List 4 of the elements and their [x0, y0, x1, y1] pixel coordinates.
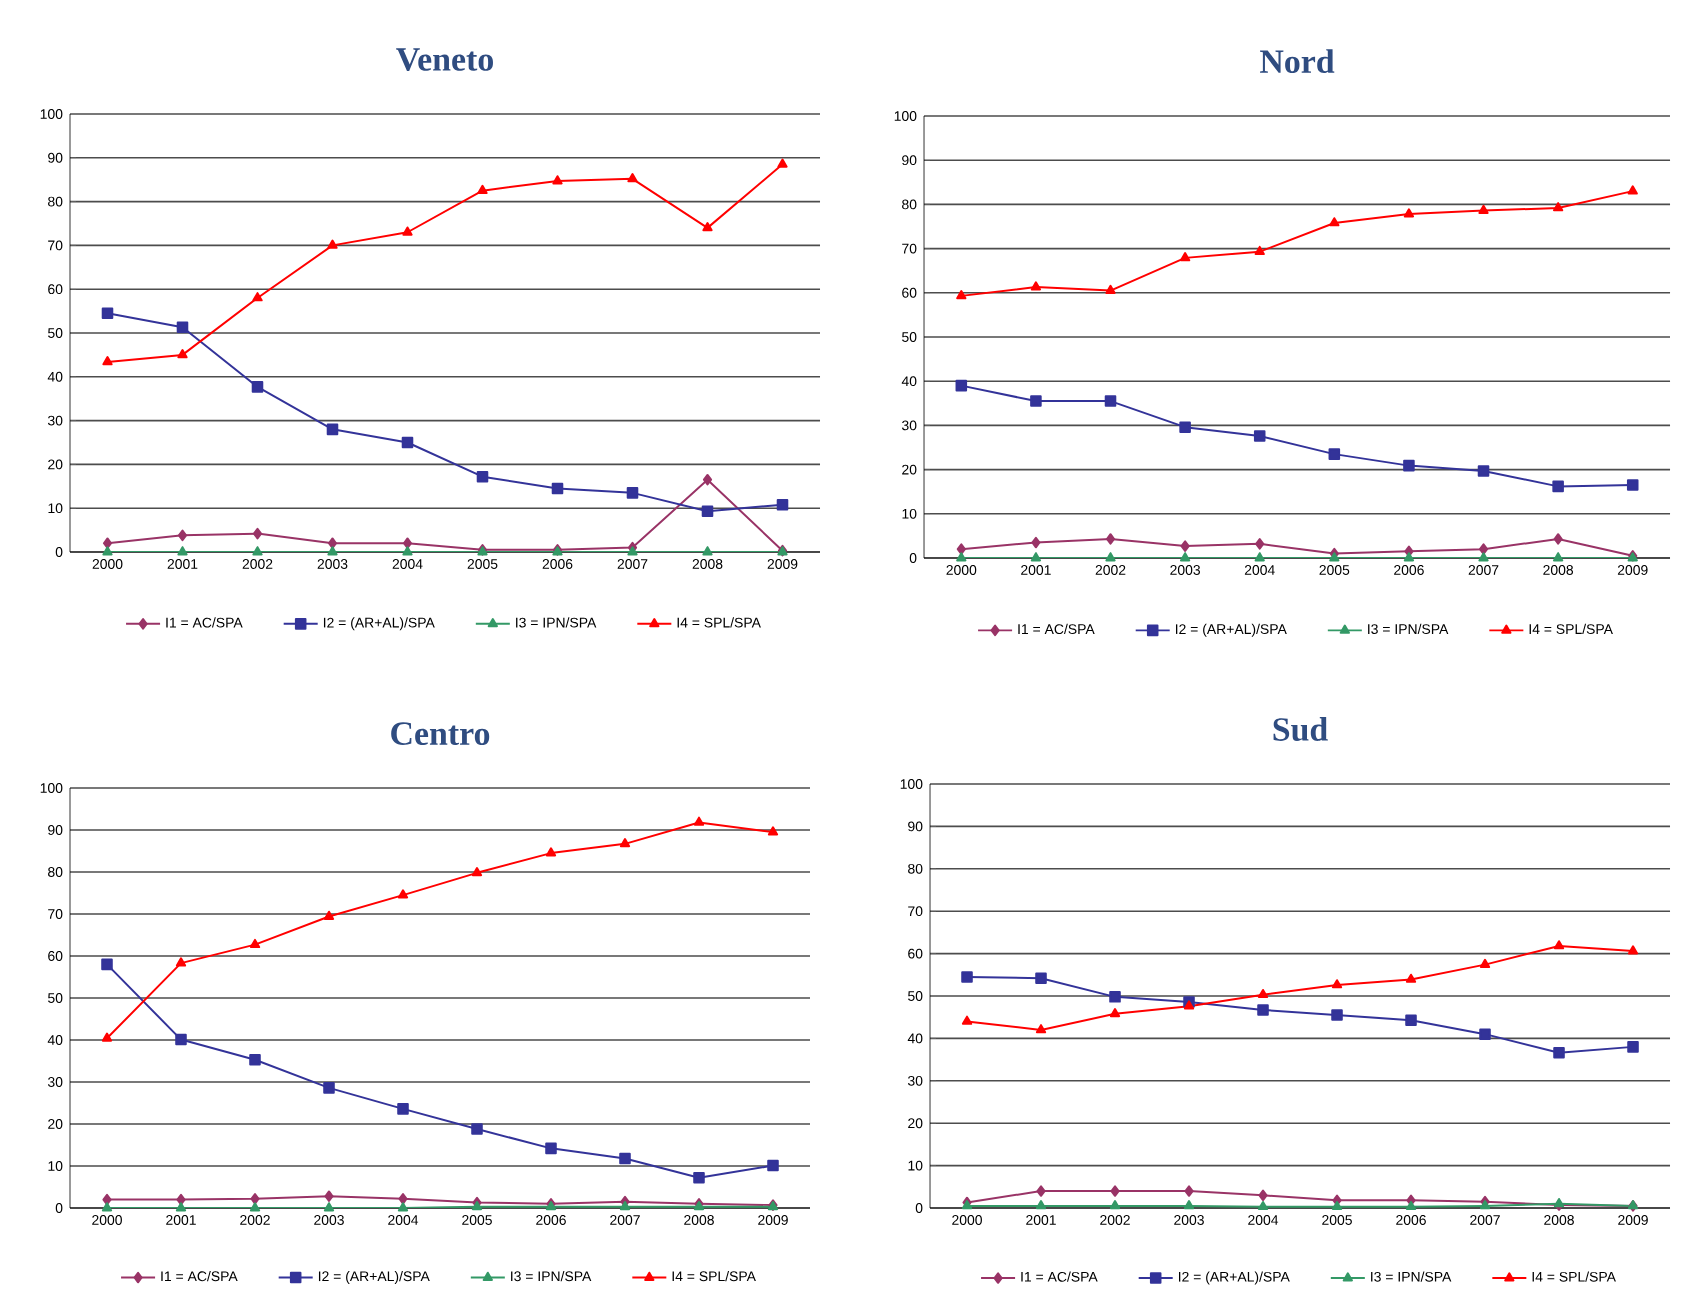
chart-title: Centro	[391, 722, 490, 746]
chart-title: Sud	[1273, 717, 1328, 741]
chart-title: Nord	[1260, 49, 1335, 74]
chart-title: Veneto	[396, 48, 493, 71]
